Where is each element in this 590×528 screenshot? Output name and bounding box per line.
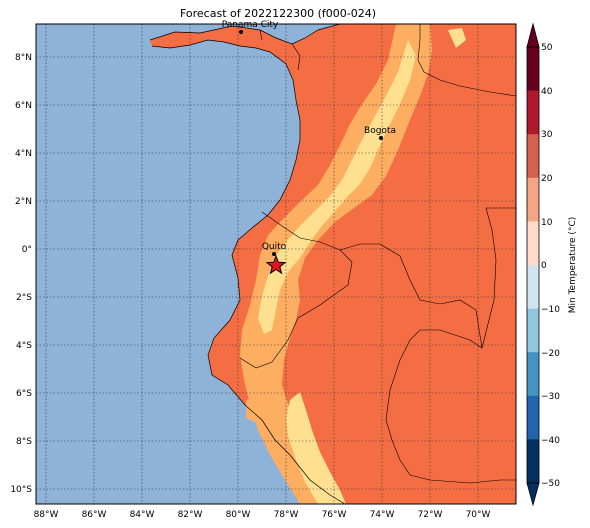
lon-tick: 74°W (370, 510, 395, 520)
colorbar-band (527, 177, 539, 222)
colorbar-band (527, 265, 539, 310)
city-marker-panama (239, 30, 243, 34)
colorbar-tick: 30 (541, 130, 553, 140)
colorbar-tick: −40 (541, 436, 560, 446)
lon-tick: 80°W (226, 510, 251, 520)
city-marker-bogota (379, 136, 383, 140)
lat-tick: 8°S (16, 437, 32, 447)
lat-tick: 8°N (15, 53, 32, 63)
colorbar-band (527, 439, 539, 484)
lon-tick: 70°W (466, 510, 491, 520)
colorbar-band (527, 352, 539, 397)
lat-tick: 4°S (16, 341, 32, 351)
temp-band-cool-north (448, 28, 466, 48)
colorbar-band (527, 90, 539, 135)
coastline (149, 24, 346, 504)
lon-tick-labels: 88°W 86°W 84°W 82°W 80°W 78°W 76°W 74°W … (34, 510, 491, 520)
city-marker-quito (272, 252, 276, 256)
colorbar-band (527, 47, 539, 92)
lon-tick: 82°W (178, 510, 203, 520)
colorbar-tick: −10 (541, 305, 560, 315)
lon-tick: 76°W (322, 510, 347, 520)
lat-tick: 6°N (15, 101, 32, 111)
colorbar-frame (526, 46, 540, 484)
city-label-panama: Panama City (222, 20, 279, 30)
colorbar-label: Min Temperature (°C) (568, 217, 578, 314)
map-title: Forecast of 2022122300 (f000-024) (179, 7, 377, 20)
colorbar: 50 40 30 20 10 0 −10 −20 −30 −40 −50 Min… (526, 22, 578, 507)
land-area (150, 24, 516, 504)
colorbar-tick: 0 (541, 261, 547, 271)
city-label-bogota: Bogota (364, 126, 396, 136)
colorbar-band (527, 221, 539, 266)
lon-tick: 78°W (274, 510, 299, 520)
lon-tick: 86°W (82, 510, 107, 520)
colorbar-bands (527, 47, 539, 484)
colorbar-tick: 10 (541, 218, 553, 228)
lon-tick: 88°W (34, 510, 59, 520)
temp-band-cool (258, 40, 416, 334)
colorbar-top-extend (526, 22, 540, 48)
plot-frame (35, 23, 517, 505)
colorbar-tick: 40 (541, 87, 553, 97)
country-borders (239, 24, 516, 484)
colorbar-tick: −30 (541, 392, 560, 402)
colorbar-band (527, 308, 539, 353)
colorbar-tick: 20 (541, 174, 553, 184)
colorbar-tick: −20 (541, 349, 560, 359)
lat-tick: 2°N (15, 197, 32, 207)
colorbar-tick: −50 (541, 479, 560, 489)
colorbar-tick: 50 (541, 43, 553, 53)
colorbar-band (527, 395, 539, 440)
temp-band-cool-south (286, 392, 346, 504)
colorbar-ticks: 50 40 30 20 10 0 −10 −20 −30 −40 −50 (541, 43, 560, 489)
temp-band-mild (240, 24, 432, 504)
star-marker (265, 254, 287, 275)
lat-tick: 6°S (16, 389, 32, 399)
lon-tick: 84°W (130, 510, 155, 520)
colorbar-band (527, 134, 539, 179)
temp-band-mild-south (246, 396, 270, 424)
city-label-quito: Quito (262, 242, 287, 252)
colorbar-bottom-extend (526, 482, 540, 507)
lat-tick: 10°S (10, 485, 32, 495)
grid-lines (36, 24, 516, 504)
lat-tick-labels: 8°N 6°N 4°N 2°N 0° 2°S 4°S 6°S 8°S 10°S (10, 53, 32, 495)
lat-tick: 2°S (16, 293, 32, 303)
lat-tick: 4°N (15, 149, 32, 159)
lon-tick: 72°W (418, 510, 443, 520)
lat-tick: 0° (22, 245, 32, 255)
